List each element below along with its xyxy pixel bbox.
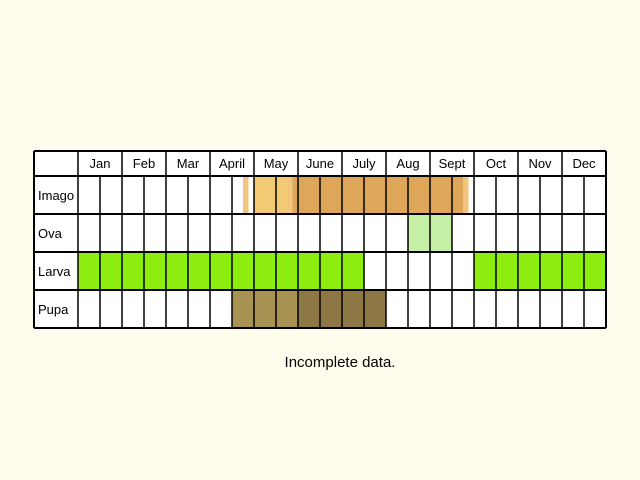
month-header-dec: Dec xyxy=(572,156,596,171)
month-header-oct: Oct xyxy=(486,156,507,171)
month-header-june: June xyxy=(306,156,334,171)
row-label-larva: Larva xyxy=(38,264,71,279)
row-label-imago: Imago xyxy=(38,188,74,203)
segment-imago-sparse-end xyxy=(463,176,469,214)
caption-incomplete-data: Incomplete data. xyxy=(284,354,396,371)
month-header-mar: Mar xyxy=(177,156,200,171)
month-header-nov: Nov xyxy=(528,156,552,171)
month-header-jan: Jan xyxy=(90,156,111,171)
segment-imago-sparse xyxy=(243,176,249,214)
month-header-may: May xyxy=(264,156,289,171)
month-header-aug: Aug xyxy=(396,156,419,171)
row-label-ova: Ova xyxy=(38,226,63,241)
month-header-sept: Sept xyxy=(439,156,466,171)
month-header-july: July xyxy=(352,156,376,171)
month-header-feb: Feb xyxy=(133,156,155,171)
segment-imago-light xyxy=(254,176,287,214)
segment-imago-light-edge xyxy=(287,176,293,214)
segment-pupa-light xyxy=(232,290,298,328)
month-header-april: April xyxy=(219,156,245,171)
segment-imago-peak xyxy=(292,176,463,214)
row-label-pupa: Pupa xyxy=(38,302,69,317)
segment-larva-first xyxy=(78,252,364,290)
